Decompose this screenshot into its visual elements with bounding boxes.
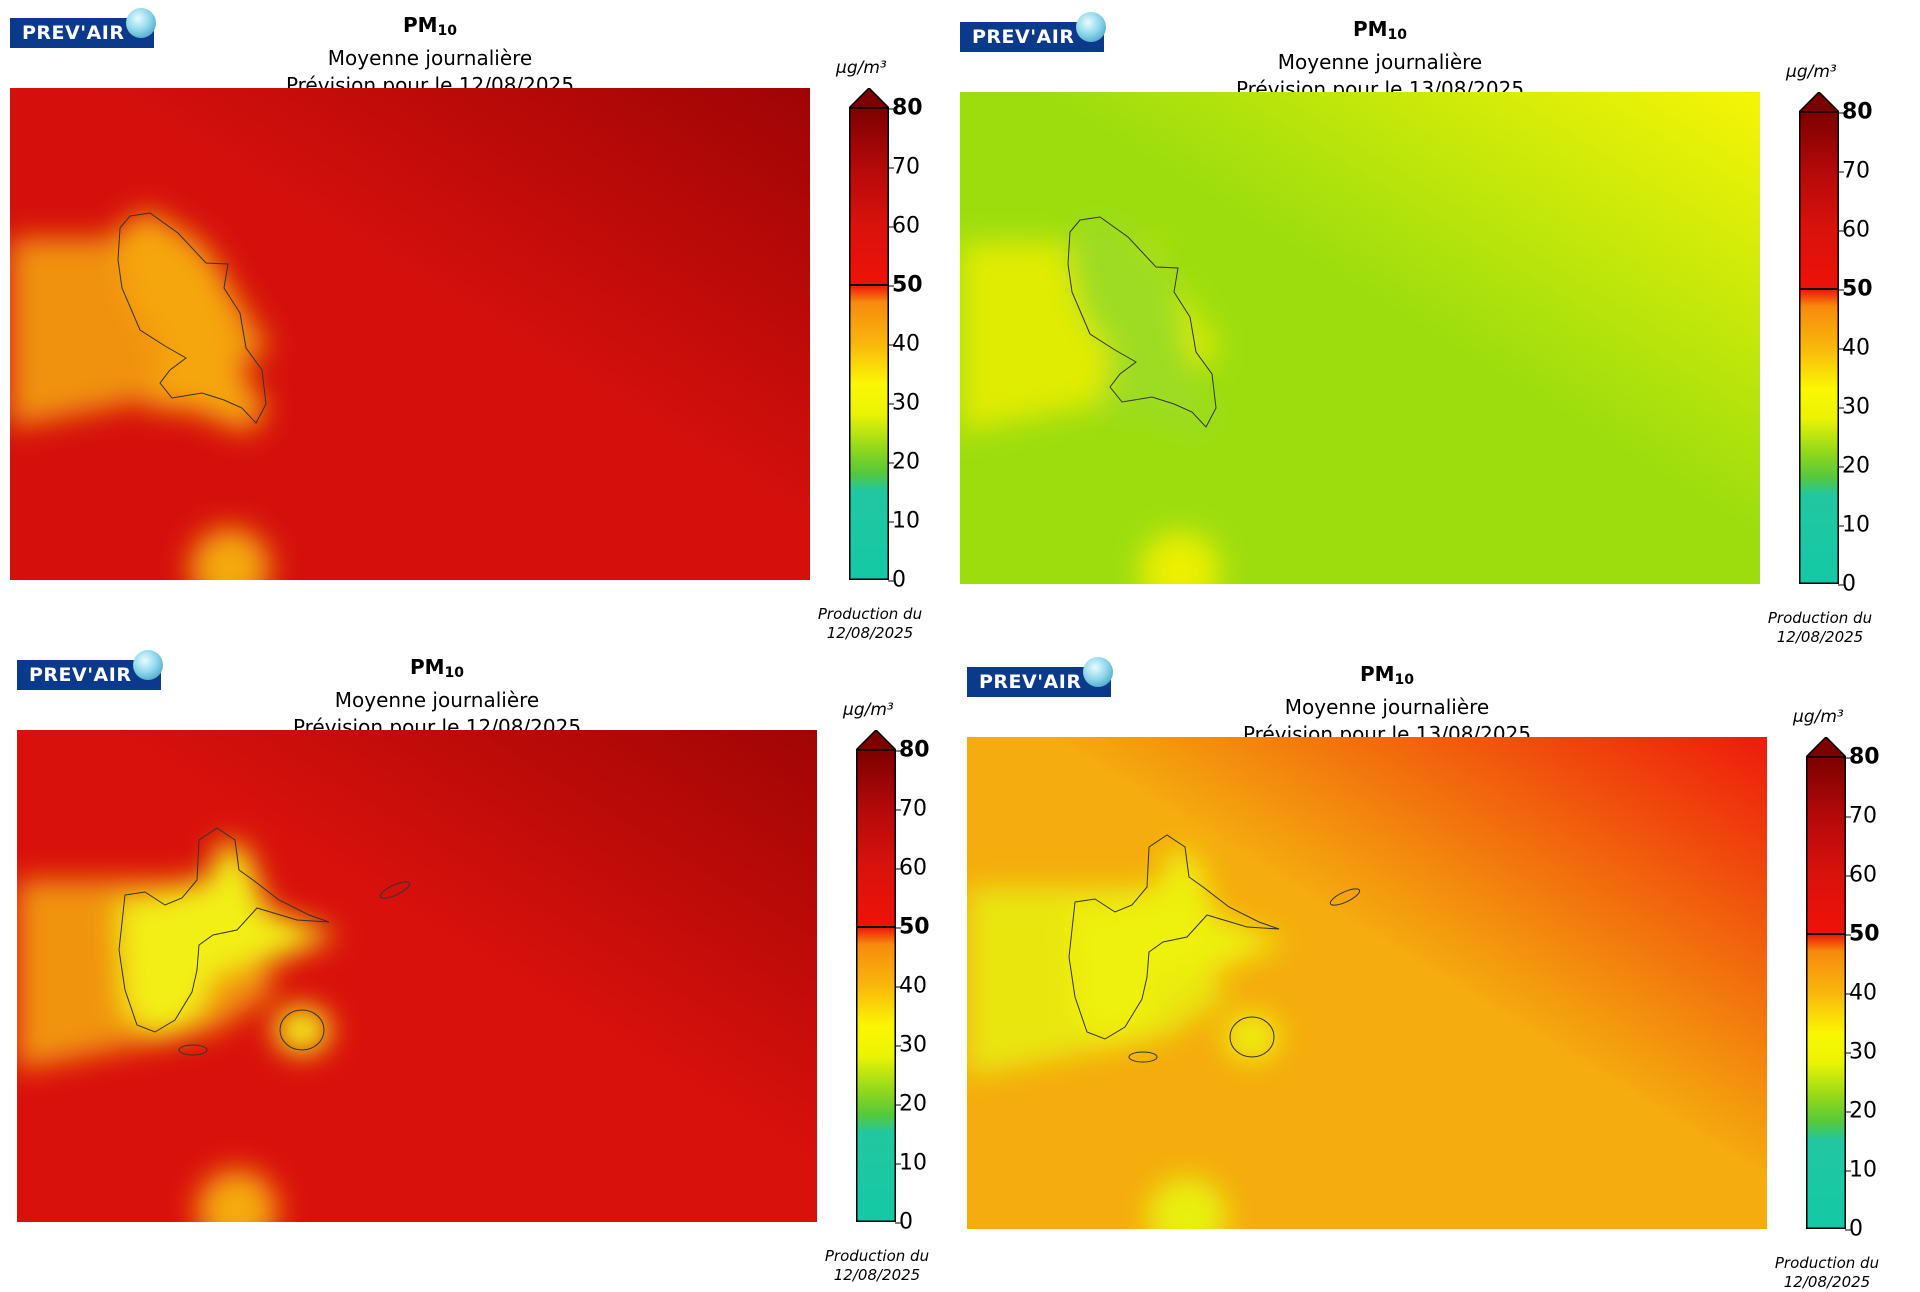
colorbar-tick-label: 70 — [1845, 803, 1877, 829]
forecast-panel: PREV'AIR PM10 Moyenne journalière Prévis… — [17, 650, 967, 1284]
colorbar-tick-label: 50 — [1845, 921, 1880, 947]
colorbar-tick-label: 10 — [888, 508, 920, 534]
concentration-map — [10, 88, 810, 580]
logo-text: PREV'AIR — [29, 664, 132, 686]
colorbar-tick-label: 30 — [888, 390, 920, 416]
unit-label: µg/m³ — [1786, 62, 1837, 82]
prevair-logo: PREV'AIR — [17, 650, 163, 690]
colorbar — [856, 730, 896, 1222]
panel-title: PM10 Moyenne journalière Prévision pour … — [130, 12, 730, 99]
colorbar-ticks: 0 10 20 30 40 50 60 70 80 — [1838, 100, 1902, 597]
globe-icon — [126, 8, 156, 38]
production-date: Production du 12/08/2025 — [817, 605, 923, 642]
globe-icon — [133, 650, 163, 680]
forecast-panel: PREV'AIR PM10 Moyenne journalière Prévis… — [960, 12, 1910, 646]
colorbar-tick-label: 30 — [1838, 394, 1870, 420]
production-date: Production du 12/08/2025 — [1767, 609, 1873, 646]
panel-title: PM10 Moyenne journalière Prévision pour … — [1087, 661, 1687, 748]
colorbar-ticks: 0 10 20 30 40 50 60 70 80 — [1845, 745, 1909, 1242]
logo-text: PREV'AIR — [979, 671, 1082, 693]
logo-text: PREV'AIR — [22, 22, 125, 44]
pollutant-label: PM10 — [409, 655, 465, 681]
colorbar-tick-label: 80 — [1845, 744, 1880, 770]
colorbar-tick-label: 50 — [895, 914, 930, 940]
colorbar-tick-label: 20 — [895, 1091, 927, 1117]
subtitle: Moyenne journalière — [1284, 695, 1490, 719]
colorbar-tick-label: 20 — [888, 449, 920, 475]
colorbar-tick-label: 50 — [888, 272, 923, 298]
production-date: Production du 12/08/2025 — [824, 1247, 930, 1284]
logo-text: PREV'AIR — [972, 26, 1075, 48]
colorbar-tick-label: 0 — [1838, 571, 1856, 597]
colorbar-tick-label: 80 — [1838, 99, 1873, 125]
subtitle: Moyenne journalière — [1277, 50, 1483, 74]
colorbar-tick-label: 30 — [895, 1032, 927, 1058]
colorbar-tick-label: 40 — [895, 973, 927, 999]
colorbar-tick-label: 50 — [1838, 276, 1873, 302]
colorbar-tick-label: 0 — [895, 1209, 913, 1235]
colorbar-tick-label: 20 — [1845, 1098, 1877, 1124]
pollutant-label: PM10 — [1352, 17, 1408, 43]
colorbar-tick-label: 40 — [1845, 980, 1877, 1006]
concentration-map — [17, 730, 817, 1222]
concentration-map — [960, 92, 1760, 584]
colorbar-ticks: 0 10 20 30 40 50 60 70 80 — [888, 96, 952, 593]
colorbar-tick-label: 40 — [888, 331, 920, 357]
colorbar-tick-label: 0 — [1845, 1216, 1863, 1242]
prevair-logo: PREV'AIR — [960, 12, 1106, 52]
colorbar-tick-label: 60 — [1838, 217, 1870, 243]
colorbar-tick-label: 80 — [895, 737, 930, 763]
subtitle: Moyenne journalière — [334, 688, 540, 712]
colorbar-tick-label: 60 — [895, 855, 927, 881]
colorbar-tick-label: 60 — [1845, 862, 1877, 888]
colorbar-tick-label: 10 — [1838, 512, 1870, 538]
unit-label: µg/m³ — [843, 700, 894, 720]
forecast-panel: PREV'AIR PM10 Moyenne journalière Prévis… — [967, 657, 1917, 1291]
colorbar-tick-label: 80 — [888, 95, 923, 121]
colorbar-tick-label: 70 — [895, 796, 927, 822]
concentration-map — [967, 737, 1767, 1229]
colorbar — [1806, 737, 1846, 1229]
unit-label: µg/m³ — [1793, 707, 1844, 727]
colorbar-tick-label: 10 — [1845, 1157, 1877, 1183]
colorbar-tick-label: 70 — [1838, 158, 1870, 184]
colorbar-tick-label: 60 — [888, 213, 920, 239]
colorbar-tick-label: 30 — [1845, 1039, 1877, 1065]
globe-icon — [1083, 657, 1113, 687]
colorbar-tick-label: 70 — [888, 154, 920, 180]
unit-label: µg/m³ — [836, 58, 887, 78]
prevair-logo: PREV'AIR — [967, 657, 1113, 697]
colorbar-tick-label: 40 — [1838, 335, 1870, 361]
globe-icon — [1076, 12, 1106, 42]
colorbar-ticks: 0 10 20 30 40 50 60 70 80 — [895, 738, 959, 1235]
colorbar-tick-label: 20 — [1838, 453, 1870, 479]
colorbar — [1799, 92, 1839, 584]
panel-title: PM10 Moyenne journalière Prévision pour … — [1080, 16, 1680, 103]
forecast-panel: PREV'AIR PM10 Moyenne journalière Prévis… — [10, 8, 960, 642]
colorbar-tick-label: 0 — [888, 567, 906, 593]
subtitle: Moyenne journalière — [327, 46, 533, 70]
prevair-logo: PREV'AIR — [10, 8, 156, 48]
pollutant-label: PM10 — [402, 13, 458, 39]
panel-title: PM10 Moyenne journalière Prévision pour … — [137, 654, 737, 741]
colorbar — [849, 88, 889, 580]
pollutant-label: PM10 — [1359, 662, 1415, 688]
colorbar-tick-label: 10 — [895, 1150, 927, 1176]
